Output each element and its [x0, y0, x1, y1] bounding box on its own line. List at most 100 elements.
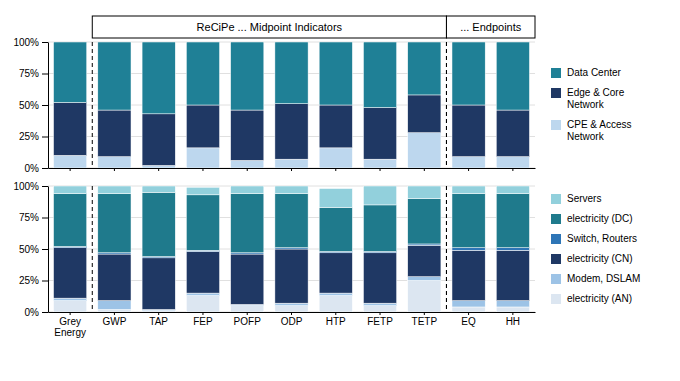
y-axis: 0%25%50%75%100% [13, 181, 48, 318]
tick: 75% [19, 212, 48, 223]
bar [54, 155, 87, 168]
tick-mark [468, 312, 469, 315]
divider [446, 42, 447, 168]
tick-mark [291, 168, 292, 171]
tick: 50% [19, 244, 48, 255]
tick [114, 168, 115, 171]
legend-entry: CPE & AccessNetwork [551, 119, 631, 142]
bar [319, 105, 352, 148]
bar [452, 42, 485, 105]
bar [275, 194, 308, 248]
grid [48, 42, 535, 168]
legend-entry: Data Center [551, 67, 622, 79]
tick-mark [70, 168, 71, 171]
divider [92, 186, 93, 312]
tick-mark [512, 168, 513, 171]
bar [452, 157, 485, 168]
tick-mark [424, 168, 425, 171]
legend-entry: electricity (AN) [551, 293, 632, 305]
legend-swatch [551, 254, 561, 264]
tick [335, 168, 336, 171]
panel: ReCiPe ... Midpoint Indicators... Endpoi… [13, 16, 535, 174]
bar [231, 306, 264, 312]
series [54, 192, 530, 256]
tick-mark [202, 168, 203, 171]
bar [363, 186, 396, 205]
tick [380, 168, 381, 171]
header-text: ReCiPe ... Midpoint Indicators [197, 21, 343, 33]
tick-label: GWP [102, 316, 126, 327]
tick: 0% [25, 163, 48, 174]
tick-label: 75% [19, 68, 39, 79]
tick: 100% [13, 181, 48, 192]
legend-entry: Modem, DSLAM [551, 273, 640, 285]
bar [275, 42, 308, 104]
tick: FETP [367, 312, 393, 327]
tick-label: 50% [19, 100, 39, 111]
tick-mark [42, 74, 48, 75]
bar [452, 105, 485, 157]
tick-label: ODP [281, 316, 303, 327]
bar [496, 42, 529, 110]
bar [319, 296, 352, 312]
bar [98, 186, 131, 194]
tick-mark [42, 218, 48, 219]
tick [158, 168, 159, 171]
tick [468, 168, 469, 171]
legend-label: Switch, Routers [567, 233, 637, 244]
tick [291, 168, 292, 171]
tick-mark [42, 249, 48, 250]
tick-mark [424, 312, 425, 315]
tick [70, 168, 71, 171]
axis-line [48, 43, 49, 169]
tick: HH [506, 312, 520, 327]
tick-mark [42, 137, 48, 138]
bar [452, 250, 485, 300]
divider [92, 42, 93, 168]
tick-mark [42, 168, 48, 169]
bar [275, 159, 308, 168]
tick-label: HH [506, 316, 520, 327]
bar [54, 42, 87, 102]
divider [446, 42, 447, 168]
bar [275, 306, 308, 312]
bar [231, 194, 264, 253]
tick: POFP [234, 312, 262, 327]
tick-mark [42, 186, 48, 187]
bar [319, 207, 352, 251]
bar [496, 157, 529, 168]
bar [231, 42, 264, 110]
bar [408, 95, 441, 133]
axis-line [48, 187, 49, 313]
bar [363, 42, 396, 108]
bar [452, 194, 485, 248]
tick: ODP [281, 312, 303, 327]
x-axis: GreyEnergyGWPTAPFEPPOFPODPHTPFETPTETPEQH… [49, 312, 536, 338]
bar [54, 248, 87, 298]
tick [424, 168, 425, 171]
bar [408, 245, 441, 277]
tick-label: 25% [19, 275, 39, 286]
tick-label: EQ [461, 316, 476, 327]
bar [496, 186, 529, 194]
tick-mark [42, 312, 48, 313]
legend-label: electricity (DC) [567, 213, 633, 224]
bar [363, 303, 396, 306]
bar [408, 42, 441, 95]
bar [142, 258, 175, 310]
divider [446, 186, 447, 312]
bar [231, 186, 264, 194]
bar [231, 110, 264, 160]
bar [408, 277, 441, 281]
legend-entry: electricity (CN) [551, 253, 633, 265]
legend-label: Edge & CoreNetwork [567, 87, 625, 110]
bar [231, 254, 264, 304]
legend-swatch [551, 214, 561, 224]
tick-mark [114, 168, 115, 171]
legend-entry: electricity (DC) [551, 213, 633, 225]
bar [275, 303, 308, 306]
tick: EQ [461, 312, 476, 327]
tick-label: FETP [367, 316, 393, 327]
tick-label: FEP [193, 316, 213, 327]
bar [186, 148, 219, 168]
